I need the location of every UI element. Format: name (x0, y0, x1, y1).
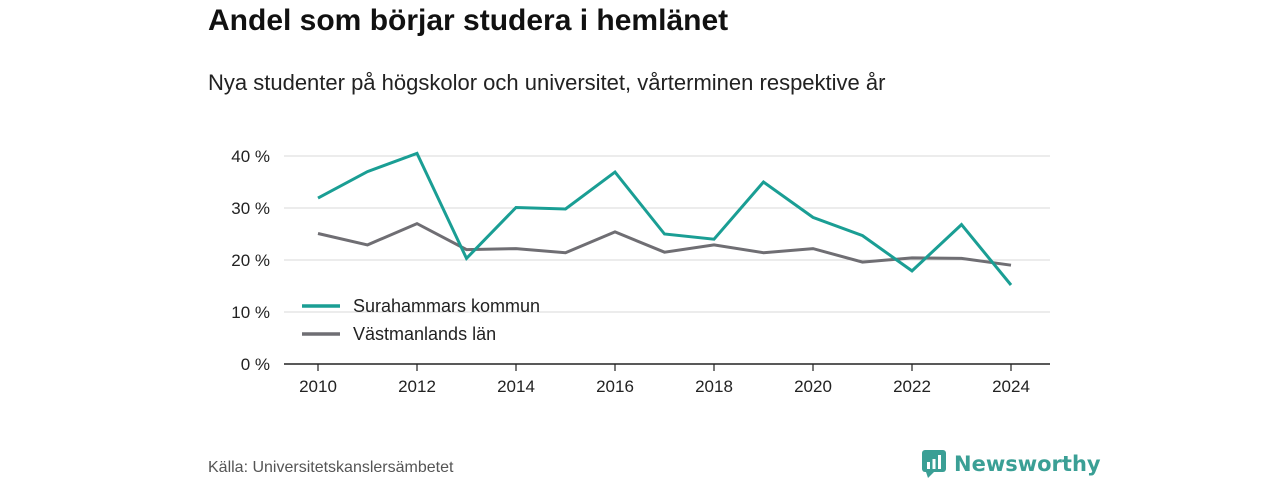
y-tick-label: 0 % (241, 355, 270, 374)
brand-name: Newsworthy (954, 452, 1101, 476)
y-tick-label: 10 % (231, 303, 270, 322)
brand-logo: Newsworthy (922, 450, 1101, 478)
y-tick-label: 30 % (231, 199, 270, 218)
series-line-1 (317, 221, 1012, 267)
x-axis: 2010 2012 2014 2016 2018 2020 2022 2024 (299, 364, 1030, 396)
legend-label: Västmanlands län (353, 324, 496, 344)
x-tick-label: 2018 (695, 377, 733, 396)
x-tick-label: 2010 (299, 377, 337, 396)
x-tick-label: 2022 (893, 377, 931, 396)
legend-label: Surahammars kommun (353, 296, 540, 316)
x-tick-label: 2024 (992, 377, 1030, 396)
chart-subtitle: Nya studenter på högskolor och universit… (208, 70, 886, 95)
source-note: Källa: Universitetskanslersämbetet (208, 459, 454, 476)
y-tick-label: 40 % (231, 147, 270, 166)
legend: Surahammars kommun Västmanlands län (302, 296, 540, 344)
x-tick-label: 2014 (497, 377, 535, 396)
newsworthy-logo-icon (922, 450, 946, 478)
x-tick-label: 2012 (398, 377, 436, 396)
chart-title: Andel som börjar studera i hemlänet (208, 4, 729, 37)
x-tick-label: 2020 (794, 377, 832, 396)
y-axis: 0 % 10 % 20 % 30 % 40 % (231, 147, 270, 374)
series-lines (317, 151, 1013, 286)
y-tick-label: 20 % (231, 251, 270, 270)
x-tick-label: 2016 (596, 377, 634, 396)
series-line-0 (317, 151, 1013, 286)
